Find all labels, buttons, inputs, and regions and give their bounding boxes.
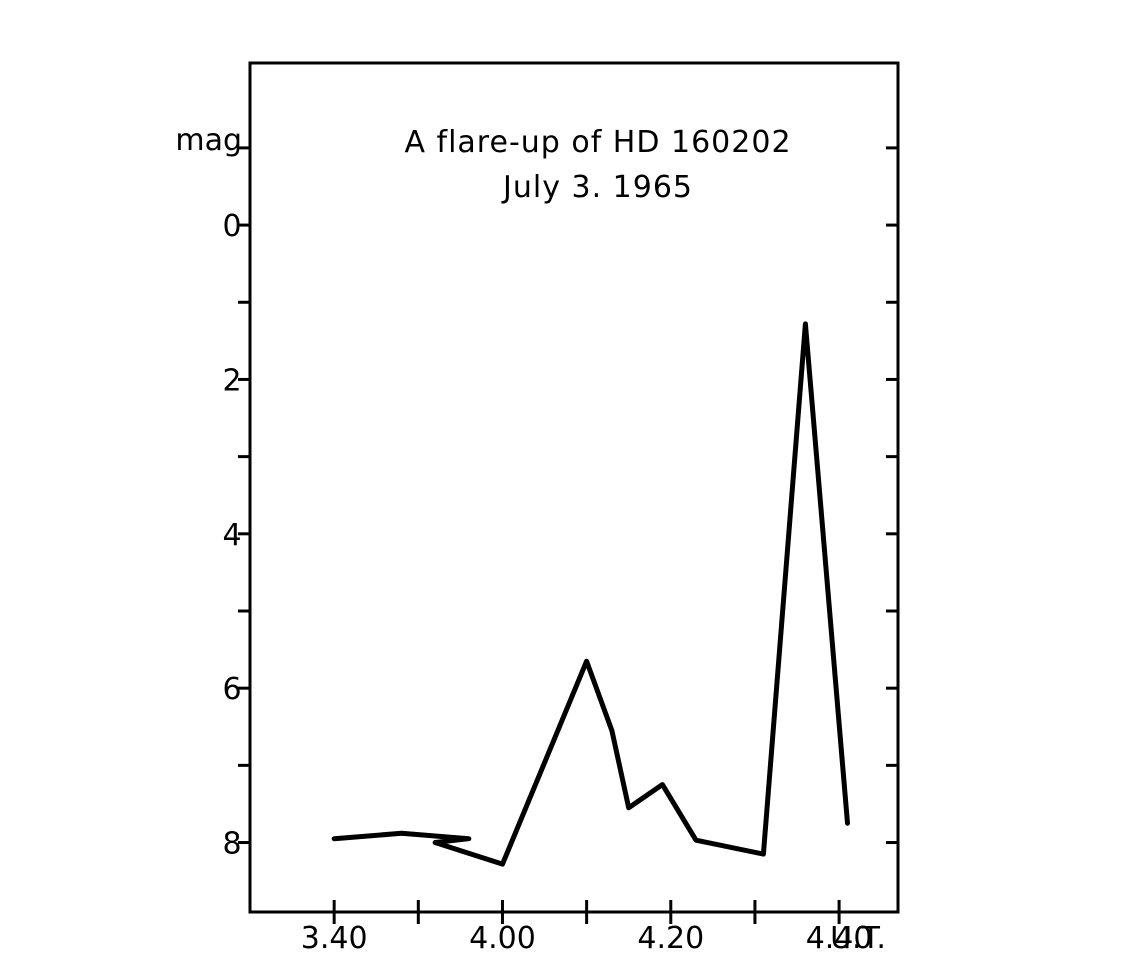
y-axis-label: mag (175, 123, 242, 158)
chart-title: A flare-up of HD 160202 (404, 125, 791, 160)
series-line (331, 321, 850, 867)
x-tick-labels: 3.40 4.00 4.20 4.40 (301, 921, 873, 956)
x-tick-label: 4.40 (806, 921, 873, 956)
y-tick-label: 8 (222, 827, 241, 862)
tick-marks (238, 146, 898, 924)
y-tick-label: 6 (222, 672, 241, 707)
y-tick-label: 2 (222, 363, 241, 398)
plot-border (248, 61, 900, 914)
x-tick-label: 3.40 (301, 921, 368, 956)
x-axis-label: U.T. (830, 921, 886, 956)
y-tick-labels: 0 2 4 6 8 (222, 209, 241, 861)
y-tick-label: 0 (222, 209, 241, 244)
plot-frame (248, 61, 900, 914)
y-tick-label: 4 (222, 518, 241, 553)
x-tick-label: 4.20 (637, 921, 704, 956)
x-tick-label: 4.00 (469, 921, 536, 956)
chart-subtitle: July 3. 1965 (501, 170, 693, 205)
